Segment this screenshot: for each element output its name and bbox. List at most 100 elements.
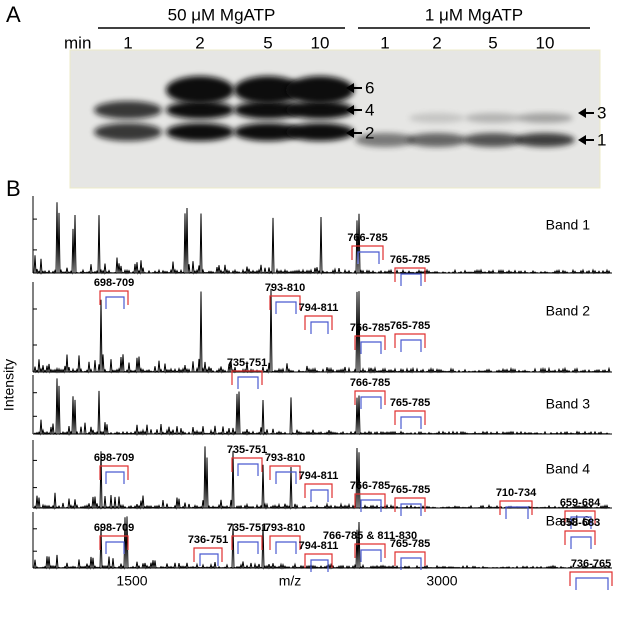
spectrum-name: Band 4 (546, 461, 591, 477)
band-marker: 1 (597, 130, 606, 149)
lane-label: 2 (195, 33, 204, 52)
gel-band (409, 113, 465, 123)
gel-band (465, 113, 521, 123)
x-axis-label: m/z (279, 573, 302, 589)
peak-annotation: 765-785 (390, 538, 430, 550)
bracket (269, 535, 301, 550)
bracket (105, 541, 125, 554)
spectrum (33, 516, 611, 570)
lane-label: 5 (263, 33, 272, 52)
bracket (575, 577, 609, 590)
bracket (199, 553, 219, 566)
band-marker: 6 (365, 78, 374, 97)
bracket (360, 499, 382, 512)
bracket (400, 557, 422, 570)
gel-band (94, 123, 162, 141)
bracket (564, 530, 596, 545)
bracket (400, 503, 422, 516)
bracket (304, 553, 333, 568)
bracket (354, 543, 386, 558)
x-tick-label: 3000 (426, 573, 457, 589)
gel-band (517, 113, 573, 123)
peak-annotation: 736-765 (571, 558, 611, 570)
group-label: 1 μM MgATP (425, 5, 523, 24)
gel-band (234, 123, 302, 141)
time-label: min (64, 33, 91, 52)
bracket (400, 416, 422, 429)
bracket (237, 463, 259, 476)
peak-annotation: 765-785 (390, 320, 430, 332)
panel-label: A (6, 2, 21, 27)
gel-band (234, 101, 302, 119)
arrow-head (346, 105, 354, 115)
bracket (360, 396, 382, 409)
peak-annotation: 698-709 (94, 277, 134, 289)
bracket (231, 535, 263, 550)
spectrum (33, 202, 611, 275)
bracket (99, 535, 129, 550)
bracket (394, 333, 426, 348)
bracket (394, 410, 426, 425)
panel-label: B (6, 176, 21, 201)
peak-annotation: 735-751 (227, 444, 267, 456)
peak-annotation: 710-734 (496, 487, 537, 499)
peak-annotation: 794-811 (299, 470, 339, 482)
peak-annotation: 765-785 (390, 397, 430, 409)
peak-annotation: 794-811 (299, 302, 339, 314)
gel-band (286, 123, 354, 141)
bracket (269, 295, 301, 310)
bracket (400, 339, 422, 352)
gel-band (463, 133, 523, 147)
bracket (570, 536, 592, 549)
bracket (394, 551, 426, 566)
bracket (269, 465, 301, 480)
bracket (99, 290, 129, 305)
spectrum (33, 446, 611, 510)
bracket (310, 321, 329, 334)
bracket (570, 516, 592, 529)
gel-band (94, 101, 162, 119)
bracket (193, 547, 223, 562)
gel-band (166, 76, 234, 104)
spectrum (33, 288, 611, 374)
gel-band (407, 133, 467, 147)
arrow-head (578, 108, 586, 118)
bracket (99, 465, 129, 480)
peak-annotation: 793-810 (265, 282, 305, 294)
x-tick-label: 1500 (116, 573, 147, 589)
peak-annotation: 765-785 (390, 484, 430, 496)
bracket (360, 341, 382, 354)
peak-annotation: 735-751 (227, 522, 267, 534)
bracket (357, 251, 380, 264)
spectrum-name: Band 2 (546, 303, 591, 319)
bracket (564, 510, 596, 525)
peak-annotation: 736-751 (188, 534, 228, 546)
peak-annotation: 766-785 (350, 322, 390, 334)
bracket (275, 541, 297, 554)
peak-annotation: 766-785 (350, 377, 390, 389)
bracket (105, 471, 125, 484)
spectrum (33, 378, 611, 436)
arrow-head (346, 83, 354, 93)
bracket (351, 245, 384, 260)
bracket (237, 541, 259, 554)
gel-band (515, 133, 575, 147)
group-label: 50 μM MgATP (168, 5, 276, 24)
peak-annotation: 793-810 (265, 522, 305, 534)
bracket (499, 500, 533, 515)
lane-label: 10 (311, 33, 330, 52)
bracket (354, 390, 386, 405)
band-marker: 3 (597, 103, 606, 122)
peak-annotation: 766-785 (350, 480, 390, 492)
band-marker: 4 (365, 100, 374, 119)
gel-band (286, 76, 354, 104)
bracket (231, 370, 263, 385)
gel-band (234, 76, 302, 104)
arrow-head (578, 135, 586, 145)
peak-annotation: 766-785 (347, 232, 387, 244)
bracket (304, 483, 333, 498)
band-marker: 2 (365, 123, 374, 142)
spectrum-name: Band 3 (546, 396, 591, 412)
lane-label: 1 (123, 33, 132, 52)
